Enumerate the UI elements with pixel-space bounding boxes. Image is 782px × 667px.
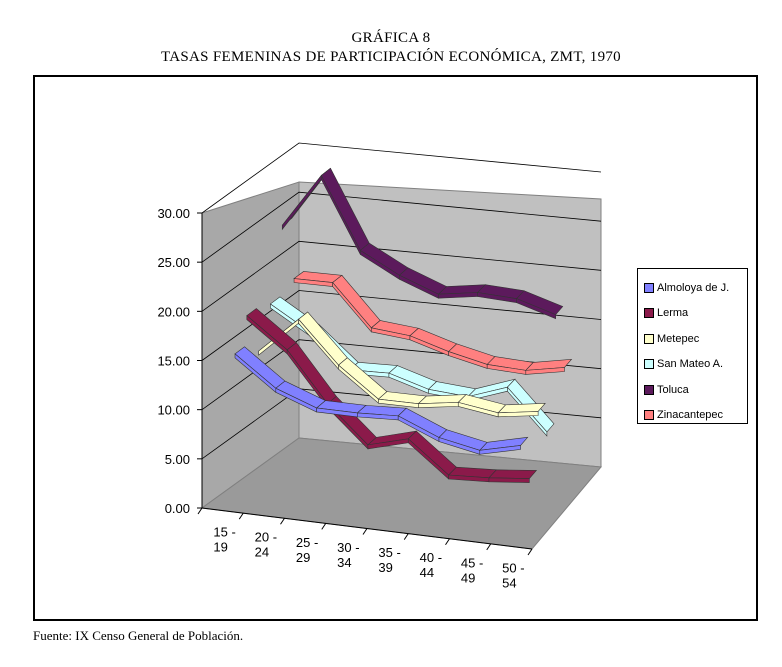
x-tick-label: 45 -49 <box>461 555 483 585</box>
series-zinacantepec <box>293 271 573 375</box>
y-tick-label: 0.00 <box>165 501 190 516</box>
legend-swatch <box>644 410 654 421</box>
legend-swatch <box>644 359 654 370</box>
legend-label: Zinacantepec <box>657 409 724 422</box>
x-tick-mark <box>486 543 492 551</box>
x-tick-label: 25 -29 <box>296 535 318 565</box>
x-tick-mark <box>238 512 244 520</box>
x-tick-mark <box>321 523 327 530</box>
x-tick-label: 15 -19 <box>213 525 235 555</box>
y-tick-label: 25.00 <box>157 255 190 270</box>
y-tick-label: 30.00 <box>157 206 190 221</box>
legend-label: Toluca <box>657 383 689 396</box>
legend-label: San Mateo A. <box>657 358 724 371</box>
x-tick-label: 30 -34 <box>337 540 359 570</box>
y-gridline <box>201 191 602 263</box>
series-segment-edge <box>516 298 556 320</box>
series-almoloya-de-j- <box>234 346 529 455</box>
x-tick-label: 40 -44 <box>420 550 442 580</box>
legend-label: Almoloya de J. <box>657 281 730 294</box>
series-metepec <box>258 311 546 418</box>
series-segment-edge <box>479 445 521 455</box>
legend-item: Almoloya de J. <box>644 275 747 301</box>
series-lerma <box>246 308 538 483</box>
legend-swatch <box>644 282 654 293</box>
chart-legend: Almoloya de J. Lerma Metepec San Mateo A. To… <box>637 268 748 424</box>
x-tick-mark <box>445 538 450 546</box>
chart-figure-number: GRÁFICA 8 <box>351 30 431 46</box>
series-segment-edge <box>497 411 539 418</box>
x-tick-label: 20 -24 <box>255 530 277 560</box>
legend-label: Lerma <box>657 307 689 320</box>
y-tick-label: 15.00 <box>157 354 190 369</box>
legend-swatch <box>644 308 654 319</box>
x-tick-mark <box>197 507 203 515</box>
y-tick-label: 5.00 <box>165 452 190 467</box>
legend-item: Zinacantepec <box>644 403 747 429</box>
x-tick-mark <box>403 533 409 540</box>
legend-swatch <box>644 384 654 395</box>
y-tick-label: 20.00 <box>157 304 190 319</box>
legend-item: Toluca <box>644 377 747 403</box>
legend-item: Metepec <box>644 326 747 352</box>
chart-title: TASAS FEMENINAS DE PARTICIPACIÓN ECONÓMI… <box>161 49 621 65</box>
series-toluca <box>281 167 564 320</box>
series-segment-edge <box>488 477 530 483</box>
legend-label: Metepec <box>657 332 700 345</box>
series-segment-edge <box>525 367 565 375</box>
y-tick-label: 10.00 <box>157 403 190 418</box>
legend-item: San Mateo A. <box>644 352 747 378</box>
x-tick-mark <box>280 517 285 525</box>
x-tick-mark <box>362 528 368 535</box>
y-gridline <box>201 240 602 312</box>
legend-swatch <box>644 333 654 344</box>
y-gridline <box>201 290 602 361</box>
chart-frame <box>33 75 758 621</box>
x-tick-mark <box>527 548 533 556</box>
y-gridline <box>201 142 602 214</box>
x-tick-label: 50 -54 <box>502 560 524 590</box>
x-tick-label: 35 -39 <box>378 545 400 575</box>
legend-item: Lerma <box>644 301 747 327</box>
source-note: Fuente: IX Censo General de Población. <box>33 628 244 643</box>
series-segment <box>488 469 538 479</box>
